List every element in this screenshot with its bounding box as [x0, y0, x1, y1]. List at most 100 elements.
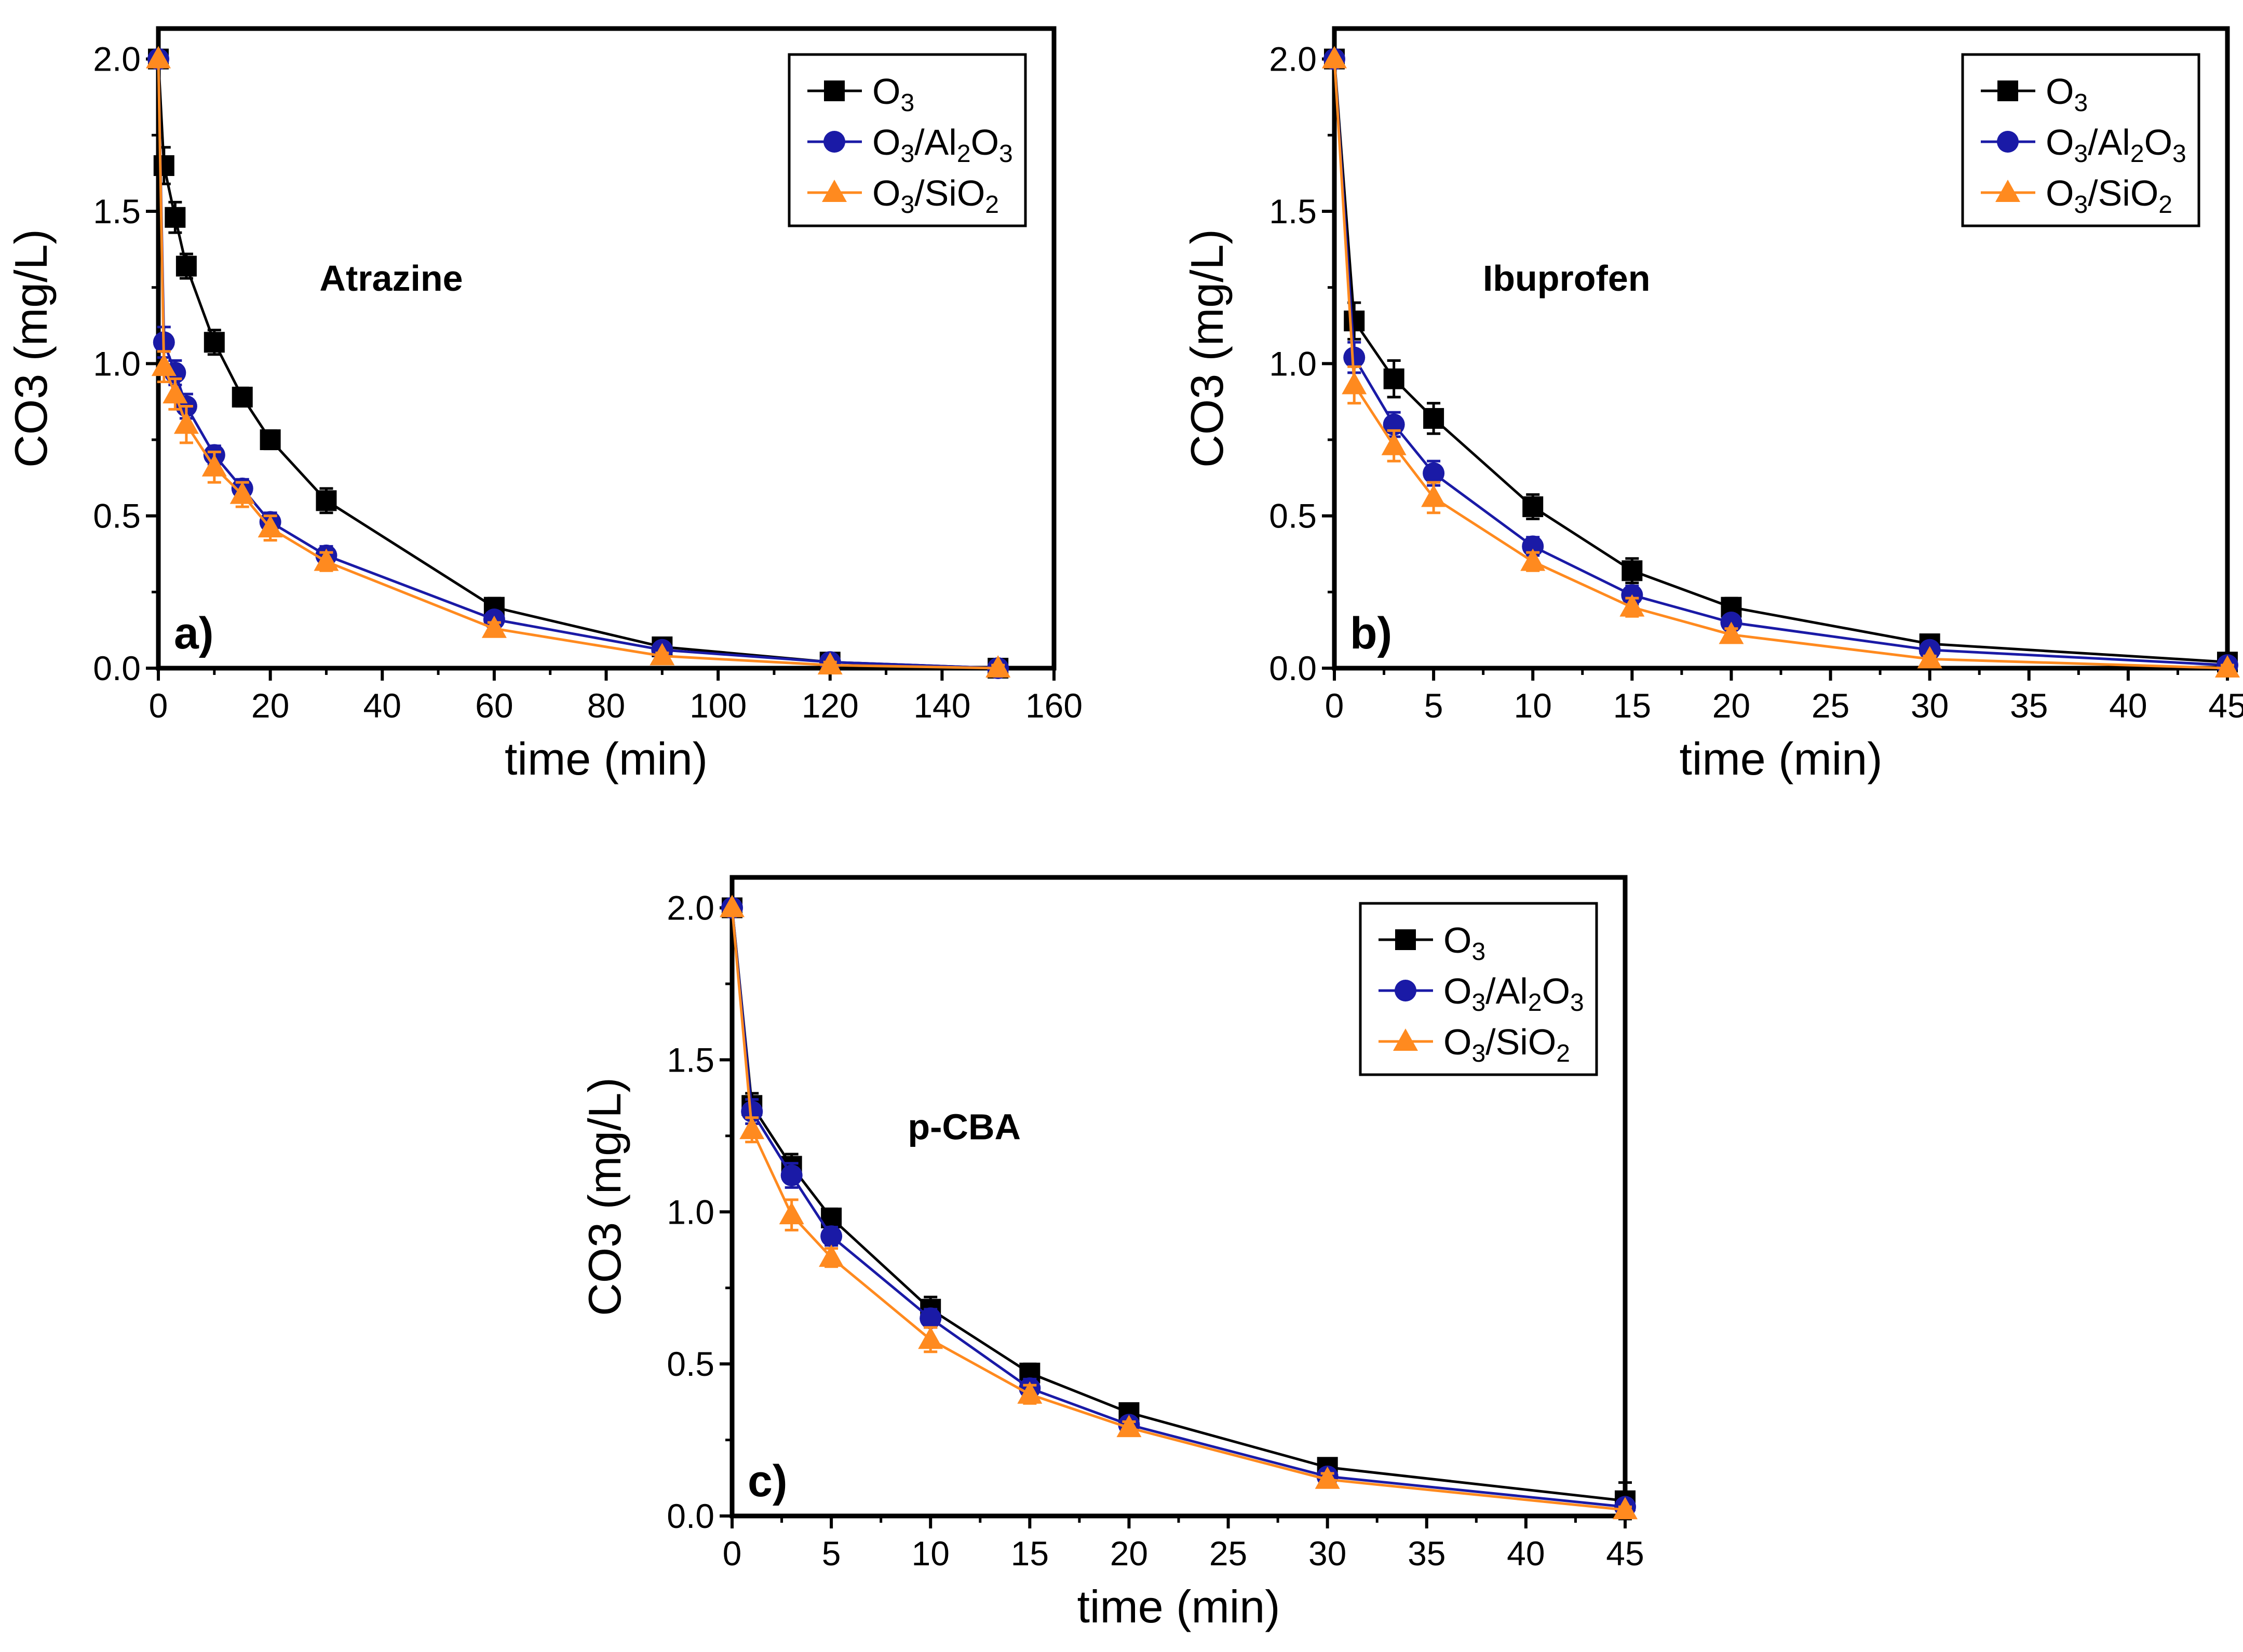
- data-point: [229, 481, 255, 504]
- data-point: [650, 643, 675, 666]
- data-point: [780, 1164, 803, 1186]
- y-axis-label: CO3 (mg/L): [1181, 229, 1233, 468]
- legend-marker-o3_sio2: [1995, 180, 2020, 202]
- x-tick-label: 5: [1424, 686, 1443, 725]
- data-point: [1017, 1381, 1043, 1404]
- x-axis-label: time (min): [1679, 733, 1882, 784]
- y-tick-label: 0.0: [667, 1497, 714, 1535]
- x-tick-label: 40: [2109, 686, 2147, 725]
- data-point: [1520, 548, 1546, 571]
- data-point: [163, 381, 188, 403]
- data-point: [1342, 372, 1367, 395]
- data-point: [1116, 1415, 1142, 1438]
- data-point: [1343, 346, 1366, 369]
- chart-panel-3: 0 5 10 15 20 25 30 35 40 45 0.0 0.5 1.0 1.5 2.0 time (m…: [579, 875, 1644, 1632]
- x-tick-label: 30: [1308, 1534, 1346, 1573]
- legend-marker-o3: [824, 80, 845, 101]
- series-o3_sio2: [720, 895, 1638, 1520]
- data-point: [1522, 496, 1544, 518]
- y-tick-label: 2.0: [1269, 40, 1317, 78]
- x-tick-label: 25: [1209, 1534, 1247, 1573]
- data-point: [260, 429, 281, 450]
- x-tick-label: 140: [913, 686, 970, 725]
- y-tick-label: 0.5: [93, 497, 141, 535]
- legend-marker-o3_al2o3: [823, 131, 845, 153]
- x-axis-label: time (min): [505, 733, 708, 784]
- data-point: [173, 411, 199, 434]
- legend-label-o3_al2o3: O3/Al2O3: [872, 122, 1013, 168]
- data-point: [1613, 1497, 1638, 1520]
- x-tick-label: 0: [723, 1534, 742, 1573]
- x-tick-label: 60: [475, 686, 513, 725]
- legend: O3 O3/Al2O3 O3/SiO2: [1961, 53, 2200, 227]
- x-tick-label: 10: [912, 1534, 950, 1573]
- legend-label-o3_al2o3: O3/Al2O3: [2046, 122, 2186, 168]
- y-tick-label: 0.0: [93, 649, 141, 687]
- data-point: [314, 548, 339, 571]
- panel-label: a): [174, 608, 213, 658]
- x-tick-label: 80: [587, 686, 625, 725]
- x-axis-label: time (min): [1077, 1581, 1280, 1632]
- x-tick-label: 20: [251, 686, 289, 725]
- y-tick-label: 1.0: [93, 344, 141, 383]
- panel-label: b): [1350, 608, 1392, 658]
- data-point: [1423, 408, 1444, 429]
- chart-panel-2: 0 5 10 15 20 25 30 35 40 45 0.0 0.5 1.0 1.5 2.0 time (m…: [1181, 26, 2243, 784]
- x-tick-label: 0: [149, 686, 168, 725]
- series-o3_sio2: [146, 46, 1011, 678]
- y-tick-label: 0.5: [667, 1345, 714, 1383]
- x-tick-label: 35: [2010, 686, 2048, 725]
- y-axis-label: CO3 (mg/L): [5, 229, 57, 468]
- data-point: [1423, 462, 1445, 484]
- x-tick-label: 0: [1325, 686, 1344, 725]
- y-tick-label: 1.0: [1269, 344, 1317, 383]
- y-tick-label: 2.0: [93, 40, 141, 78]
- panel-label: c): [748, 1456, 787, 1506]
- x-tick-label: 20: [1712, 686, 1750, 725]
- data-point: [481, 615, 507, 638]
- data-point: [153, 155, 174, 176]
- legend-marker-o3_sio2: [822, 180, 847, 202]
- data-point: [1381, 432, 1407, 455]
- data-point: [1315, 1466, 1340, 1489]
- legend-marker-o3_al2o3: [1997, 131, 2019, 153]
- compound-annotation: Atrazine: [319, 258, 463, 299]
- legend-marker-o3: [1395, 929, 1416, 950]
- x-tick-label: 160: [1025, 686, 1083, 725]
- data-point: [739, 1117, 765, 1140]
- x-tick-label: 120: [802, 686, 859, 725]
- data-point: [1344, 310, 1365, 332]
- x-tick-label: 40: [363, 686, 401, 725]
- data-point: [232, 386, 253, 408]
- legend-label-o3_al2o3: O3/Al2O3: [1443, 971, 1584, 1017]
- y-tick-label: 1.5: [93, 192, 141, 231]
- data-point: [1383, 368, 1404, 389]
- data-point: [918, 1326, 943, 1349]
- data-point: [165, 207, 186, 228]
- series-o3_sio2: [1322, 46, 2240, 678]
- legend-label-o3_sio2: O3/SiO2: [872, 173, 999, 219]
- y-tick-label: 1.5: [667, 1040, 714, 1079]
- legend: O3 O3/Al2O3 O3/SiO2: [788, 53, 1027, 227]
- data-point: [1917, 646, 1942, 669]
- legend-label-o3: O3: [1443, 920, 1485, 966]
- data-point: [151, 354, 177, 376]
- data-point: [1619, 594, 1645, 617]
- x-tick-label: 30: [1911, 686, 1949, 725]
- legend-label-o3: O3: [2046, 71, 2088, 117]
- legend-label-o3_sio2: O3/SiO2: [2046, 173, 2172, 219]
- x-tick-label: 35: [1408, 1534, 1445, 1573]
- legend-marker-o3_sio2: [1393, 1028, 1418, 1051]
- x-tick-label: 10: [1514, 686, 1552, 725]
- data-point: [720, 895, 745, 917]
- y-tick-label: 2.0: [667, 889, 714, 927]
- data-point: [1421, 484, 1447, 507]
- legend-marker-o3_al2o3: [1395, 980, 1416, 1001]
- y-tick-label: 1.5: [1269, 192, 1317, 231]
- x-tick-label: 15: [1011, 1534, 1049, 1573]
- y-tick-label: 0.5: [1269, 497, 1317, 535]
- legend-label-o3_sio2: O3/SiO2: [1443, 1022, 1570, 1067]
- data-point: [1719, 621, 1744, 644]
- data-point: [258, 515, 283, 538]
